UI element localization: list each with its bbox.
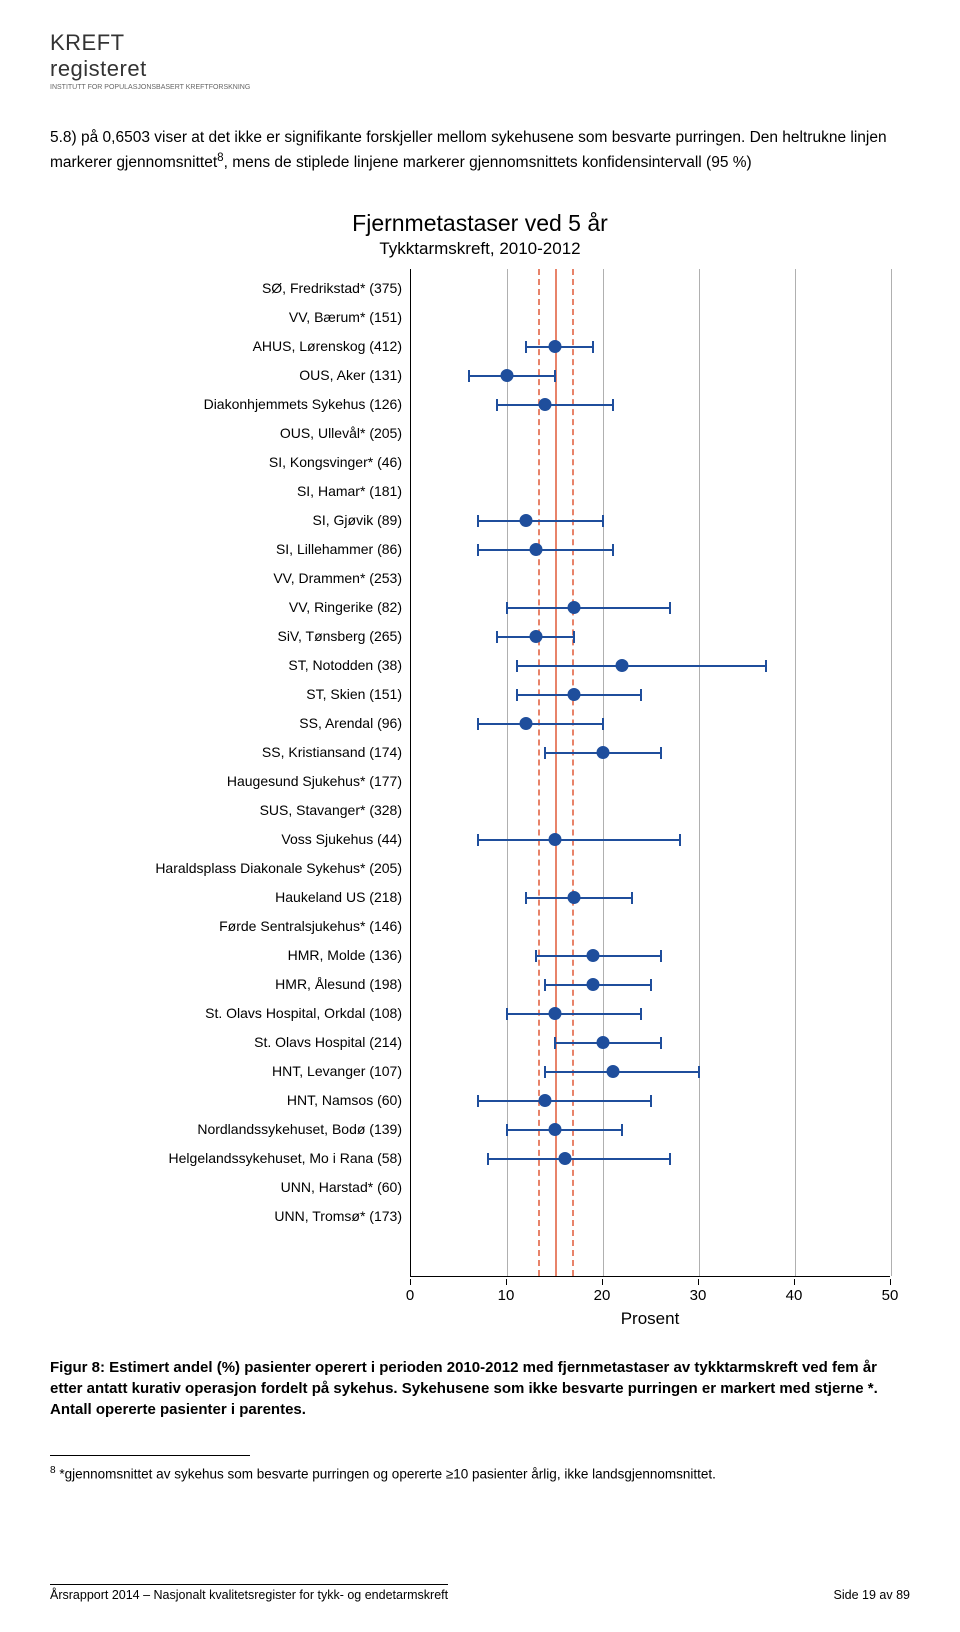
xtick-label: 20 (594, 1287, 611, 1304)
forest-row (411, 622, 890, 651)
footnote-text: *gjennomsnittet av sykehus som besvarte … (56, 1466, 716, 1481)
chart-row-label: HNT, Namsos (60) (70, 1086, 410, 1115)
xtick-label: 10 (498, 1287, 515, 1304)
forest-row (411, 680, 890, 709)
forest-row (411, 419, 890, 448)
chart-row-label: St. Olavs Hospital, Orkdal (108) (70, 999, 410, 1028)
footer-left: Årsrapport 2014 – Nasjonalt kvalitetsreg… (50, 1584, 448, 1602)
forest-row (411, 535, 890, 564)
logo: KREFT registeret INSTITUTT FOR POPULASJO… (50, 30, 910, 91)
chart-row-label: Diakonhjemmets Sykehus (126) (70, 390, 410, 419)
chart-row-label: ST, Notodden (38) (70, 651, 410, 680)
forest-plot: Fjernmetastaser ved 5 år Tykktarmskreft,… (70, 210, 890, 1332)
chart-row-label: Haugesund Sjukehus* (177) (70, 767, 410, 796)
footnote-separator (50, 1455, 250, 1456)
forest-row (411, 1115, 890, 1144)
xtick (794, 1279, 795, 1285)
chart-row-label: UNN, Tromsø* (173) (70, 1202, 410, 1231)
chart-row-label: Nordlandssykehuset, Bodø (139) (70, 1115, 410, 1144)
xtick (698, 1279, 699, 1285)
forest-row (411, 477, 890, 506)
grid-line (891, 269, 892, 1276)
forest-row (411, 1086, 890, 1115)
chart-plot (410, 269, 890, 1277)
forest-row (411, 1173, 890, 1202)
chart-row-label: HMR, Molde (136) (70, 941, 410, 970)
chart-row-label: SS, Arendal (96) (70, 709, 410, 738)
chart-row-label: St. Olavs Hospital (214) (70, 1028, 410, 1057)
xtick (890, 1279, 891, 1285)
chart-row-label: UNN, Harstad* (60) (70, 1173, 410, 1202)
chart-row-label: OUS, Ullevål* (205) (70, 419, 410, 448)
xaxis-title: Prosent (410, 1309, 890, 1329)
intro-paragraph: 5.8) på 0,6503 viser at det ikke er sign… (50, 126, 910, 175)
chart-row-label: SUS, Stavanger* (328) (70, 796, 410, 825)
footer-right: Side 19 av 89 (834, 1588, 910, 1602)
forest-row (411, 796, 890, 825)
logo-line2: registeret (50, 56, 910, 82)
forest-row (411, 1057, 890, 1086)
chart-row-label: HMR, Ålesund (198) (70, 970, 410, 999)
xtick (410, 1279, 411, 1285)
chart-row-label: SiV, Tønsberg (265) (70, 622, 410, 651)
page-footer: Årsrapport 2014 – Nasjonalt kvalitetsreg… (50, 1584, 910, 1602)
chart-subtitle: Tykktarmskreft, 2010-2012 (70, 239, 890, 259)
xtick (602, 1279, 603, 1285)
forest-row (411, 767, 890, 796)
forest-row (411, 1144, 890, 1173)
chart-row-label: ST, Skien (151) (70, 680, 410, 709)
forest-row (411, 825, 890, 854)
forest-row (411, 448, 890, 477)
intro-text-post: , mens de stiplede linjene markerer gjen… (224, 154, 752, 171)
chart-row-label: VV, Bærum* (151) (70, 303, 410, 332)
chart-row-label: Helgelandssykehuset, Mo i Rana (58) (70, 1144, 410, 1173)
forest-row (411, 854, 890, 883)
chart-row-label: HNT, Levanger (107) (70, 1057, 410, 1086)
forest-row (411, 593, 890, 622)
forest-row (411, 709, 890, 738)
chart-row-label: VV, Drammen* (253) (70, 564, 410, 593)
chart-row-label: SI, Hamar* (181) (70, 477, 410, 506)
forest-row (411, 1028, 890, 1057)
forest-row (411, 332, 890, 361)
figure-caption: Figur 8: Estimert andel (%) pasienter op… (50, 1357, 910, 1420)
forest-row (411, 912, 890, 941)
xtick-label: 0 (406, 1287, 414, 1304)
chart-row-label: Førde Sentralsjukehus* (146) (70, 912, 410, 941)
logo-sub: INSTITUTT FOR POPULASJONSBASERT KREFTFOR… (50, 84, 910, 91)
chart-row-label: SI, Lillehammer (86) (70, 535, 410, 564)
forest-row (411, 970, 890, 999)
chart-row-label: SS, Kristiansand (174) (70, 738, 410, 767)
chart-row-label: AHUS, Lørenskog (412) (70, 332, 410, 361)
chart-title: Fjernmetastaser ved 5 år (70, 210, 890, 237)
forest-row (411, 999, 890, 1028)
chart-row-label: SØ, Fredrikstad* (375) (70, 274, 410, 303)
forest-row (411, 941, 890, 970)
chart-row-label: SI, Gjøvik (89) (70, 506, 410, 535)
chart-row-label: Voss Sjukehus (44) (70, 825, 410, 854)
forest-row (411, 651, 890, 680)
xtick (506, 1279, 507, 1285)
forest-row (411, 303, 890, 332)
forest-row (411, 361, 890, 390)
forest-row (411, 390, 890, 419)
chart-row-label: Haraldsplass Diakonale Sykehus* (205) (70, 854, 410, 883)
xtick-label: 30 (690, 1287, 707, 1304)
chart-row-label: SI, Kongsvinger* (46) (70, 448, 410, 477)
xtick-label: 40 (786, 1287, 803, 1304)
xtick-label: 50 (882, 1287, 899, 1304)
forest-row (411, 506, 890, 535)
chart-row-label: VV, Ringerike (82) (70, 593, 410, 622)
chart-row-label: OUS, Aker (131) (70, 361, 410, 390)
chart-x-axis: Prosent 01020304050 (410, 1277, 890, 1332)
forest-row (411, 564, 890, 593)
chart-y-labels: SØ, Fredrikstad* (375)VV, Bærum* (151)AH… (70, 269, 410, 1277)
logo-line1: KREFT (50, 30, 910, 56)
forest-row (411, 274, 890, 303)
forest-row (411, 883, 890, 912)
forest-row (411, 1202, 890, 1231)
forest-row (411, 738, 890, 767)
footnote: 8 *gjennomsnittet av sykehus som besvart… (50, 1464, 910, 1484)
chart-row-label: Haukeland US (218) (70, 883, 410, 912)
